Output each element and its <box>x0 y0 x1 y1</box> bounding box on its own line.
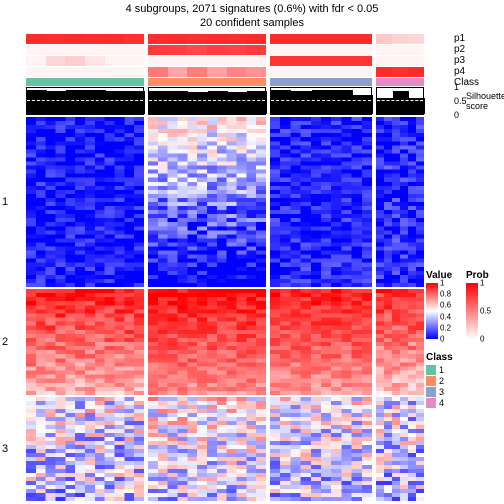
swatch-label: 2 <box>439 376 444 386</box>
legend-tick: 0 <box>440 335 444 344</box>
swatch <box>426 398 436 408</box>
prob-row-p3 <box>26 56 424 66</box>
class-row <box>26 78 424 86</box>
swatch-label: 1 <box>439 365 444 375</box>
prob-row-label: p2 <box>454 44 465 55</box>
swatch <box>426 376 436 386</box>
legend-class-item: 4 <box>426 398 453 408</box>
title-line-1: 4 subgroups, 2071 signatures (0.6%) with… <box>0 2 504 16</box>
swatch-label: 4 <box>439 398 444 408</box>
prob-row-label: p4 <box>454 66 465 77</box>
legend-tick: 0.8 <box>440 290 451 299</box>
legend-title: Class <box>426 352 453 363</box>
legend-value: Value10.80.60.40.20 <box>426 270 452 339</box>
legend-tick: 1 <box>440 279 444 288</box>
heatmap-block-2 <box>26 289 424 395</box>
legend-title: Prob <box>466 270 489 281</box>
swatch <box>426 365 436 375</box>
heatmap-block-3 <box>26 397 424 501</box>
title-line-2: 20 confident samples <box>0 16 504 30</box>
block-label: 2 <box>2 336 8 348</box>
legend-tick: 0 <box>480 335 484 344</box>
legend-tick: 0.4 <box>440 312 451 321</box>
legend-class-item: 2 <box>426 376 453 386</box>
chart-title: 4 subgroups, 2071 signatures (0.6%) with… <box>0 0 504 31</box>
swatch-label: 3 <box>439 387 444 397</box>
legend-class: Class 1234 <box>426 352 453 409</box>
prob-row-p4 <box>26 67 424 77</box>
legend-prob: Prob10.50 <box>466 270 489 339</box>
prob-row-label: p3 <box>454 55 465 66</box>
prob-row-p2 <box>26 45 424 55</box>
prob-row-label: p1 <box>454 33 465 44</box>
silhouette-tick: 1 <box>454 82 459 92</box>
silhouette-label: Silhouette score <box>466 91 504 111</box>
legend-tick: 1 <box>480 279 484 288</box>
silhouette-tick: 0.5 <box>454 96 467 106</box>
silhouette-row <box>26 87 424 115</box>
legend-class-item: 3 <box>426 387 453 397</box>
legend-class-item: 1 <box>426 365 453 375</box>
legend-tick: 0.2 <box>440 323 451 332</box>
prob-row-p1 <box>26 34 424 44</box>
block-label: 3 <box>2 443 8 455</box>
legend-tick: 0.6 <box>440 301 451 310</box>
legend-tick: 0.5 <box>480 307 491 316</box>
swatch <box>426 387 436 397</box>
heatmap-panel: p1p2p3p4Class10.50Silhouette score <box>26 34 424 503</box>
silhouette-tick: 0 <box>454 110 459 120</box>
block-label: 1 <box>2 196 8 208</box>
heatmap-block-1 <box>26 117 424 287</box>
